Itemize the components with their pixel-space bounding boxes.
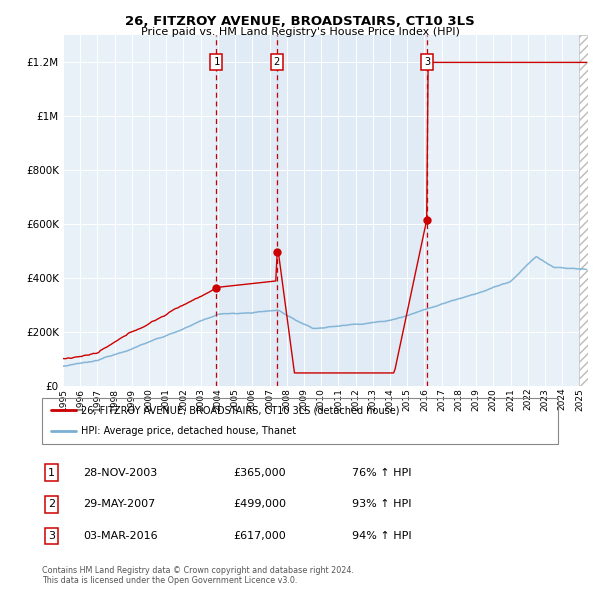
Text: 29-MAY-2007: 29-MAY-2007 xyxy=(83,500,155,509)
Text: 26, FITZROY AVENUE, BROADSTAIRS, CT10 3LS (detached house): 26, FITZROY AVENUE, BROADSTAIRS, CT10 3L… xyxy=(80,405,399,415)
Text: 1: 1 xyxy=(48,468,55,477)
Text: 3: 3 xyxy=(48,532,55,541)
Text: 2: 2 xyxy=(274,57,280,67)
Text: 94% ↑ HPI: 94% ↑ HPI xyxy=(352,532,411,541)
Text: Price paid vs. HM Land Registry's House Price Index (HPI): Price paid vs. HM Land Registry's House … xyxy=(140,27,460,37)
Text: 93% ↑ HPI: 93% ↑ HPI xyxy=(352,500,411,509)
Text: 1: 1 xyxy=(213,57,220,67)
Text: 26, FITZROY AVENUE, BROADSTAIRS, CT10 3LS: 26, FITZROY AVENUE, BROADSTAIRS, CT10 3L… xyxy=(125,15,475,28)
Bar xyxy=(277,35,427,386)
Text: £365,000: £365,000 xyxy=(233,468,286,477)
Text: 76% ↑ HPI: 76% ↑ HPI xyxy=(352,468,411,477)
Bar xyxy=(217,35,277,386)
Text: £499,000: £499,000 xyxy=(233,500,286,509)
Text: HPI: Average price, detached house, Thanet: HPI: Average price, detached house, Than… xyxy=(80,426,296,436)
Text: This data is licensed under the Open Government Licence v3.0.: This data is licensed under the Open Gov… xyxy=(42,576,298,585)
Text: 3: 3 xyxy=(424,57,431,67)
Text: 2: 2 xyxy=(48,500,55,509)
Text: £617,000: £617,000 xyxy=(233,532,286,541)
Text: 28-NOV-2003: 28-NOV-2003 xyxy=(83,468,158,477)
Text: Contains HM Land Registry data © Crown copyright and database right 2024.: Contains HM Land Registry data © Crown c… xyxy=(42,566,354,575)
Text: 03-MAR-2016: 03-MAR-2016 xyxy=(83,532,158,541)
